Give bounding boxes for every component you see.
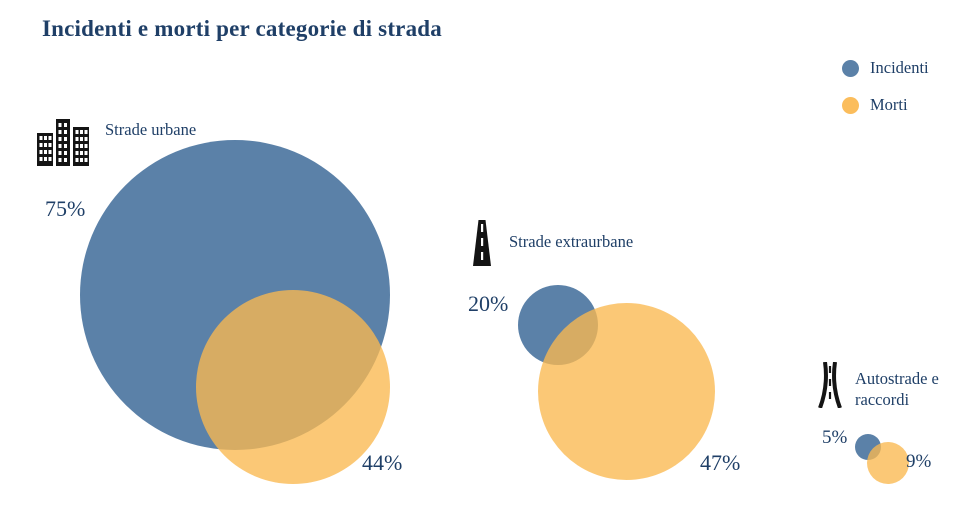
- legend-label-morti: Morti: [870, 95, 908, 114]
- value-label-extraurbane-morti: 47%: [700, 450, 741, 475]
- bubble-autostrade-morti: [867, 442, 909, 484]
- legend-item-morti: Morti: [842, 95, 929, 115]
- bubble-extraurbane-morti: [538, 303, 715, 480]
- legend: Incidenti Morti: [842, 58, 929, 132]
- morti-swatch-icon: [842, 96, 859, 114]
- incidenti-swatch-icon: [842, 59, 859, 77]
- category-label-strade-extraurbane: Strade extraurbane: [509, 232, 634, 251]
- chart-title: Incidenti e morti per categorie di strad…: [42, 16, 442, 41]
- category-label-strade-urbane: Strade urbane: [105, 120, 197, 139]
- city-buildings-icon: [36, 118, 96, 171]
- legend-label-incidenti: Incidenti: [870, 58, 929, 77]
- legend-item-incidenti: Incidenti: [842, 58, 929, 78]
- value-label-urbane-incidenti: 75%: [45, 196, 86, 221]
- value-label-autostrade-incidenti: 5%: [822, 427, 848, 448]
- value-label-extraurbane-incidenti: 20%: [468, 291, 509, 316]
- road-icon: [468, 220, 496, 271]
- motorway-icon: [818, 361, 842, 413]
- value-label-urbane-morti: 44%: [362, 450, 403, 475]
- bubble-urbane-morti: [196, 290, 390, 484]
- value-label-autostrade-morti: 9%: [906, 451, 932, 472]
- category-label-autostrade-raccordi: Autostrade e raccordi: [855, 369, 939, 409]
